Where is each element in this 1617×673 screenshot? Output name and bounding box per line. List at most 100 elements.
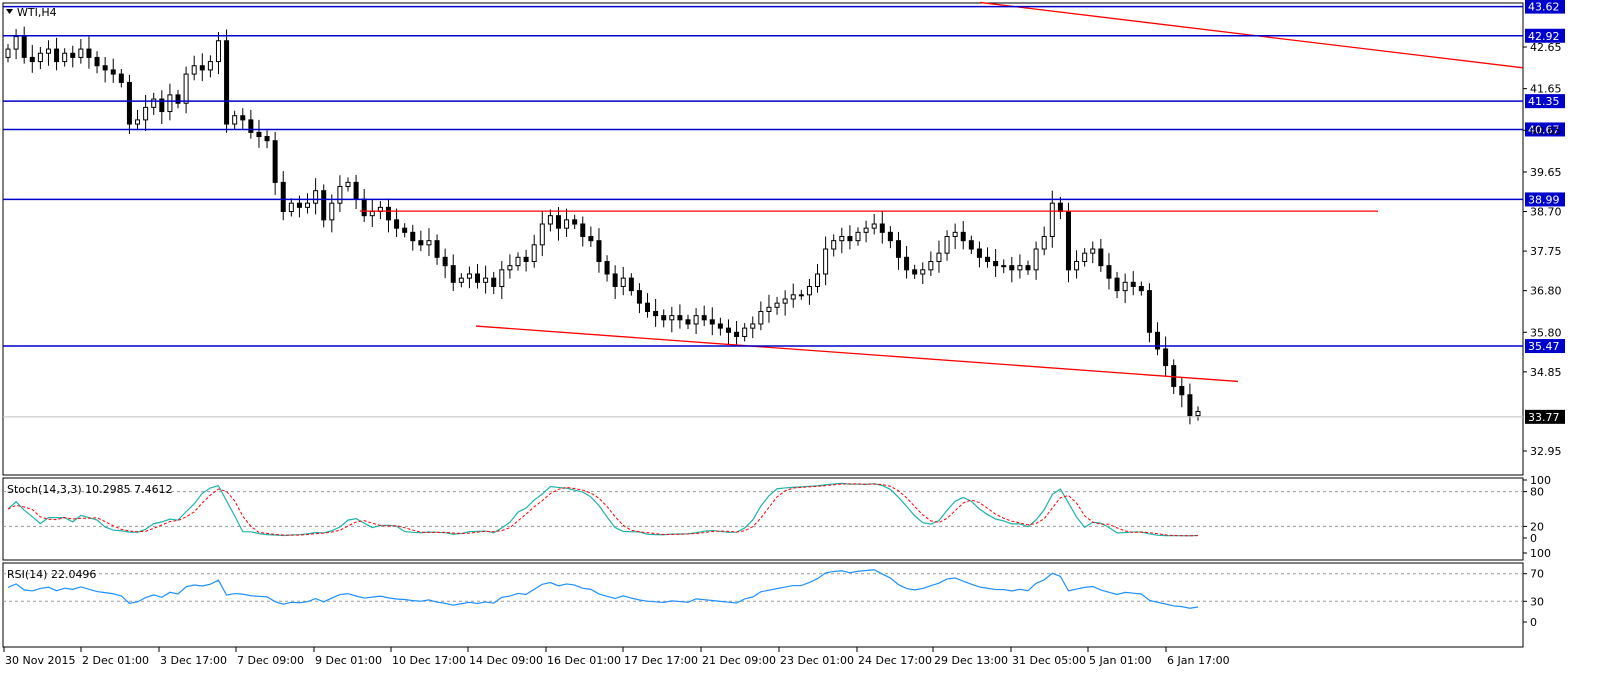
candle-body	[102, 65, 108, 71]
candle-body	[345, 181, 351, 188]
candle-body	[37, 52, 43, 63]
time-tick-label: 6 Jan 17:00	[1167, 654, 1230, 667]
candle-body	[985, 256, 991, 262]
candle-body	[725, 327, 731, 333]
candle-body	[224, 40, 230, 125]
candle-body	[1082, 252, 1088, 262]
candle-body	[815, 273, 821, 287]
candle-body	[499, 269, 505, 287]
candle-body	[434, 240, 440, 258]
candle-body	[78, 48, 84, 58]
level-label: 40.67	[1528, 123, 1560, 136]
candle-body	[1146, 290, 1152, 333]
rsi-pane: 100 70 30 0	[3, 547, 1551, 629]
time-tick-label: 21 Dec 09:00	[702, 654, 776, 667]
time-tick-label: 2 Dec 01:00	[82, 654, 149, 667]
candle-body	[855, 231, 861, 242]
time-tick-label: 7 Dec 09:00	[237, 654, 304, 667]
candle-body	[54, 48, 60, 63]
candle-body	[1065, 211, 1071, 271]
trend-line	[475, 325, 1239, 383]
rsi-line	[7, 569, 1199, 609]
candle-body	[199, 65, 205, 71]
candle-body	[70, 52, 76, 58]
rsi-label: RSI(14) 22.0496	[7, 568, 96, 581]
price-tick-label: 37.75	[1530, 245, 1562, 258]
symbol-label: WTI,H4	[17, 6, 57, 19]
candle-body	[361, 198, 367, 217]
stoch-main-line	[7, 482, 1199, 537]
time-tick-label: 17 Dec 17:00	[624, 654, 698, 667]
candle-body	[1195, 410, 1201, 417]
candle-body	[895, 240, 901, 258]
candle-body	[863, 227, 869, 233]
candle-body	[207, 61, 213, 71]
candle-body	[604, 260, 610, 275]
candle-body	[5, 48, 11, 58]
candle-body	[677, 315, 683, 321]
level-label: 43.62	[1528, 1, 1560, 14]
candle-body	[215, 40, 221, 63]
candle-body	[847, 236, 853, 242]
candle-body	[1106, 265, 1112, 279]
candle-body	[280, 181, 286, 213]
rsi-pane-frame	[2, 562, 1524, 648]
candle-body	[612, 273, 618, 287]
candle-body	[1163, 348, 1169, 367]
candle-body	[790, 294, 796, 300]
stoch-signal-line	[7, 483, 1199, 537]
candle-body	[21, 36, 27, 58]
level-label: 41.35	[1528, 95, 1560, 108]
candle-body	[750, 323, 756, 329]
candle-body	[1025, 265, 1031, 271]
candle-body	[313, 190, 319, 204]
candle-body	[1049, 202, 1055, 238]
candle-body	[183, 73, 189, 104]
level-badge	[1525, 192, 1565, 207]
candle-body	[701, 315, 707, 321]
candle-body	[159, 98, 165, 113]
candle-body	[167, 94, 173, 113]
candle-body	[588, 236, 594, 242]
stoch-label: Stoch(14,3,3) 10.2985 7.4612	[7, 483, 173, 496]
candle-body	[960, 231, 966, 242]
candle-body	[1130, 281, 1136, 287]
candle-body	[305, 202, 311, 208]
candle-body	[394, 219, 400, 229]
candle-body	[879, 223, 885, 233]
price-axis: 42.65 41.65 40.65 39.65 38.70 37.75 36.80 35.80…	[1523, 41, 1562, 458]
candle-body	[1187, 394, 1193, 417]
candle-body	[1009, 265, 1015, 271]
candle-body	[442, 256, 448, 267]
candle-body	[669, 315, 675, 321]
candle-body	[321, 190, 327, 221]
candle-body	[1098, 248, 1104, 267]
stoch-pane-frame	[2, 477, 1524, 561]
price-tick-label: 39.65	[1530, 166, 1562, 179]
candle-body	[547, 215, 553, 225]
candle-body	[329, 202, 335, 221]
candle-body	[232, 115, 238, 125]
candle-body	[337, 186, 343, 204]
candle-body	[1057, 202, 1063, 213]
stoch-level-label: 0	[1530, 532, 1537, 545]
current-price-label: 33.77	[1528, 411, 1560, 424]
candle-body	[143, 106, 149, 121]
time-tick-label: 24 Dec 17:00	[858, 654, 932, 667]
main-pane-frame	[2, 2, 1524, 476]
candle-body	[1179, 385, 1185, 396]
price-tick-label: 42.65	[1530, 41, 1562, 54]
level-badge	[1525, 339, 1565, 354]
candle-body	[248, 119, 254, 133]
candle-body	[758, 310, 764, 325]
candle-body	[636, 290, 642, 304]
candle-body	[256, 131, 262, 138]
candle-body	[515, 256, 521, 267]
dropdown-triangle-icon[interactable]	[6, 9, 13, 14]
candle-body	[555, 215, 561, 229]
candle-body	[175, 94, 181, 104]
candle-body	[596, 240, 602, 262]
candle-body	[110, 69, 116, 75]
